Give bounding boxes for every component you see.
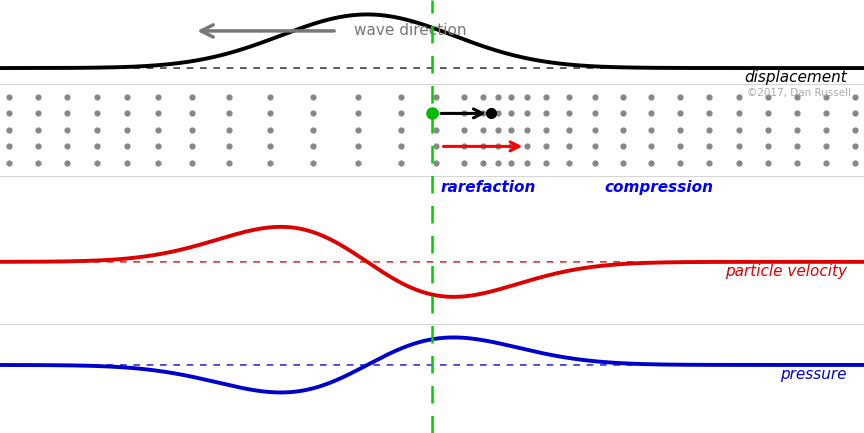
Text: particle velocity: particle velocity — [725, 264, 847, 279]
Text: rarefaction: rarefaction — [441, 181, 536, 195]
Text: ©2017, Dan Russell: ©2017, Dan Russell — [746, 87, 851, 97]
Text: wave direction: wave direction — [354, 23, 467, 39]
Text: compression: compression — [605, 181, 714, 195]
Text: displacement: displacement — [744, 70, 847, 85]
Text: pressure: pressure — [780, 367, 847, 382]
